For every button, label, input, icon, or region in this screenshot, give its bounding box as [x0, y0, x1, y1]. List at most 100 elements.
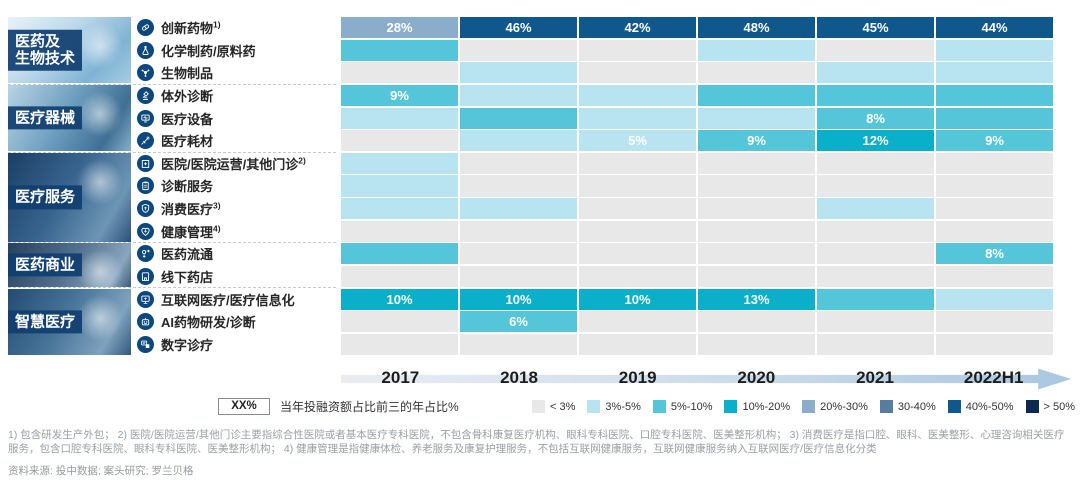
group-separator [8, 242, 336, 244]
legend-swatch [947, 400, 961, 413]
internet-healthcare-icon [137, 290, 154, 308]
heatmap-cell [341, 311, 458, 333]
subsector-row: 医疗耗材 [137, 130, 339, 151]
legend-label: 20%-30% [820, 400, 868, 413]
legend-label: 40%-50% [965, 400, 1014, 413]
digital-diagnosis-icon [137, 335, 154, 353]
category-group-label: 医药商业 [8, 253, 83, 277]
legend-swatch [802, 400, 816, 413]
subsector-label: 健康管理4) [161, 223, 221, 240]
legend-item: 5%-10% [652, 400, 712, 413]
heatmap-cell [817, 152, 934, 174]
legend-label: 10%-20% [742, 400, 791, 413]
heatmap-cell [936, 152, 1053, 174]
footnotes: 1) 包含研发生产外包； 2) 医院/医院运营/其他门诊主要指综合性医院或者基本… [8, 429, 1065, 456]
category-group-label: 医疗服务 [8, 185, 83, 209]
heatmap-cell [341, 198, 458, 220]
heatmap-cell [817, 175, 934, 197]
heatmap-cell: 13% [698, 288, 815, 310]
heatmap-cell [341, 107, 458, 129]
heatmap-cell [579, 107, 696, 129]
category-photo-medical-devices: 医疗器械 [8, 84, 131, 152]
heatmap-cell: 9% [341, 84, 458, 106]
heatmap-cell [936, 84, 1053, 106]
subsector-row: 化学制药/原料药 [137, 40, 339, 61]
syringe-icon [137, 132, 154, 150]
legend-item: 20%-30% [802, 400, 868, 413]
subsector-row: 医院/医院运营/其他门诊2) [137, 153, 339, 174]
heatmap-cell [698, 84, 815, 106]
heatmap-cell [460, 198, 577, 220]
legend-swatch [1025, 400, 1039, 413]
year-label: 2017 [381, 368, 420, 387]
heatmap-cell: 9% [936, 130, 1053, 152]
heatmap-cell [698, 175, 815, 197]
heatmap-cell [460, 243, 577, 265]
heatmap-cell [579, 175, 696, 197]
subsector-label: 生物制品 [161, 66, 214, 82]
subsector-label: 数字诊疗 [161, 337, 214, 353]
group-separator [8, 83, 336, 85]
legend-swatch [724, 400, 738, 413]
heatmap-cell [579, 152, 696, 174]
heatmap-cell [936, 62, 1053, 84]
heatmap-cell: 5% [579, 130, 696, 152]
heatmap-cell [460, 39, 577, 61]
heatmap-cell [936, 107, 1053, 129]
subsector-row: 互联网医疗/医疗信息化 [137, 289, 339, 310]
category-photo-medical-services: 医疗服务 [8, 152, 131, 242]
heatmap-cell [341, 130, 458, 152]
subsector-row: 消费医疗3) [137, 198, 339, 219]
category-photo-pharma-commerce: 医药商业 [8, 243, 131, 288]
heatmap-cell [341, 333, 458, 355]
group-separator [8, 287, 336, 289]
year-label: 2019 [618, 368, 657, 387]
heatmap-cell: 44% [936, 17, 1053, 39]
flask-icon [137, 41, 154, 59]
heatmap-cell [936, 333, 1053, 355]
heatmap-cell [341, 243, 458, 265]
category-group-label: 智慧医疗 [8, 310, 83, 334]
heatmap-cell [817, 333, 934, 355]
heatmap-cell: 8% [936, 243, 1053, 265]
heatmap-cell [460, 107, 577, 129]
year-label: 2020 [737, 368, 776, 387]
subsector-row: 健康管理4) [137, 221, 339, 242]
heatmap-cell [460, 84, 577, 106]
heatmap-grid: 28% 46% 42% 48% 45% 44% 9% 8% 5% 9% 12% 9% 8% 10% 10% 1… [341, 17, 1053, 355]
medical-device-icon [137, 109, 154, 127]
photo-highlight [77, 23, 123, 69]
year-label: 2021 [856, 368, 894, 387]
heatmap-cell: 48% [698, 17, 815, 39]
category-group-label: 医疗器械 [8, 106, 83, 130]
category-photo-pharma-biotech: 医药及 生物技术 [8, 17, 131, 84]
heatmap-cell: 45% [817, 17, 934, 39]
heatmap-cell [341, 175, 458, 197]
heatmap-cell [698, 243, 815, 265]
heatmap-cell [817, 243, 934, 265]
subsector-row: 诊断服务 [137, 175, 339, 196]
heatmap-cell [460, 62, 577, 84]
pill-icon [137, 19, 154, 37]
heatmap-cell [698, 39, 815, 61]
subsector-label: 医院/医院运营/其他门诊2) [161, 155, 306, 172]
heatmap-cell [936, 288, 1053, 310]
photo-highlight [77, 249, 123, 288]
subsector-label: 线下药店 [161, 270, 214, 286]
subsector-label: 消费医疗3) [161, 200, 221, 218]
legend-item: 40%-50% [947, 400, 1014, 413]
heatmap-cell [341, 62, 458, 84]
microscope-icon [137, 86, 154, 104]
legend-swatch [587, 400, 601, 413]
heatmap-cell: 6% [460, 311, 577, 333]
heatmap-cell [936, 175, 1053, 197]
subsector-row: 医药流通 [137, 243, 339, 264]
heatmap-cell: 28% [341, 17, 458, 39]
subsector-row-labels: 创新药物1) 化学制药/原料药 生物制品 体外诊断 医疗设备 医疗耗材 医院/医院运营/其他… [137, 17, 339, 355]
heatmap-cell: 46% [460, 17, 577, 39]
legend-swatches: < 3% 3%-5% 5%-10% 10%-20% 20%-30% 30-40% 40%-5… [532, 400, 1075, 413]
health-management-icon [137, 222, 154, 240]
heatmap-cell [341, 220, 458, 242]
heatmap-cell [460, 220, 577, 242]
photo-highlight [77, 294, 123, 341]
